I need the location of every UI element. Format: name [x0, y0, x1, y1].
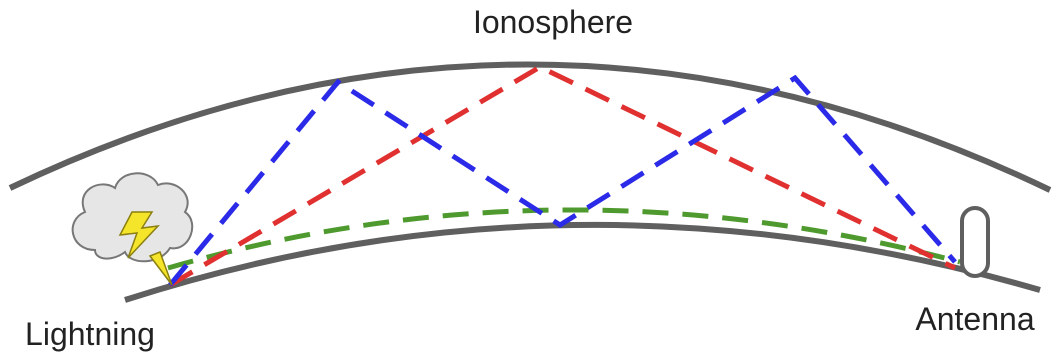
ionosphere-label: Ionosphere: [473, 4, 633, 40]
page: Ionosphere Lightning Antenna (() => { co…: [0, 0, 1054, 361]
earth-surface: [125, 225, 1040, 300]
sky-wave-one-hop: [170, 67, 955, 285]
lightning-label: Lightning: [25, 316, 155, 352]
diagram: Ionosphere Lightning Antenna: [0, 0, 1054, 361]
antenna: [962, 208, 988, 276]
ionosphere-layer: [10, 64, 1050, 190]
antenna-label: Antenna: [915, 301, 1034, 337]
